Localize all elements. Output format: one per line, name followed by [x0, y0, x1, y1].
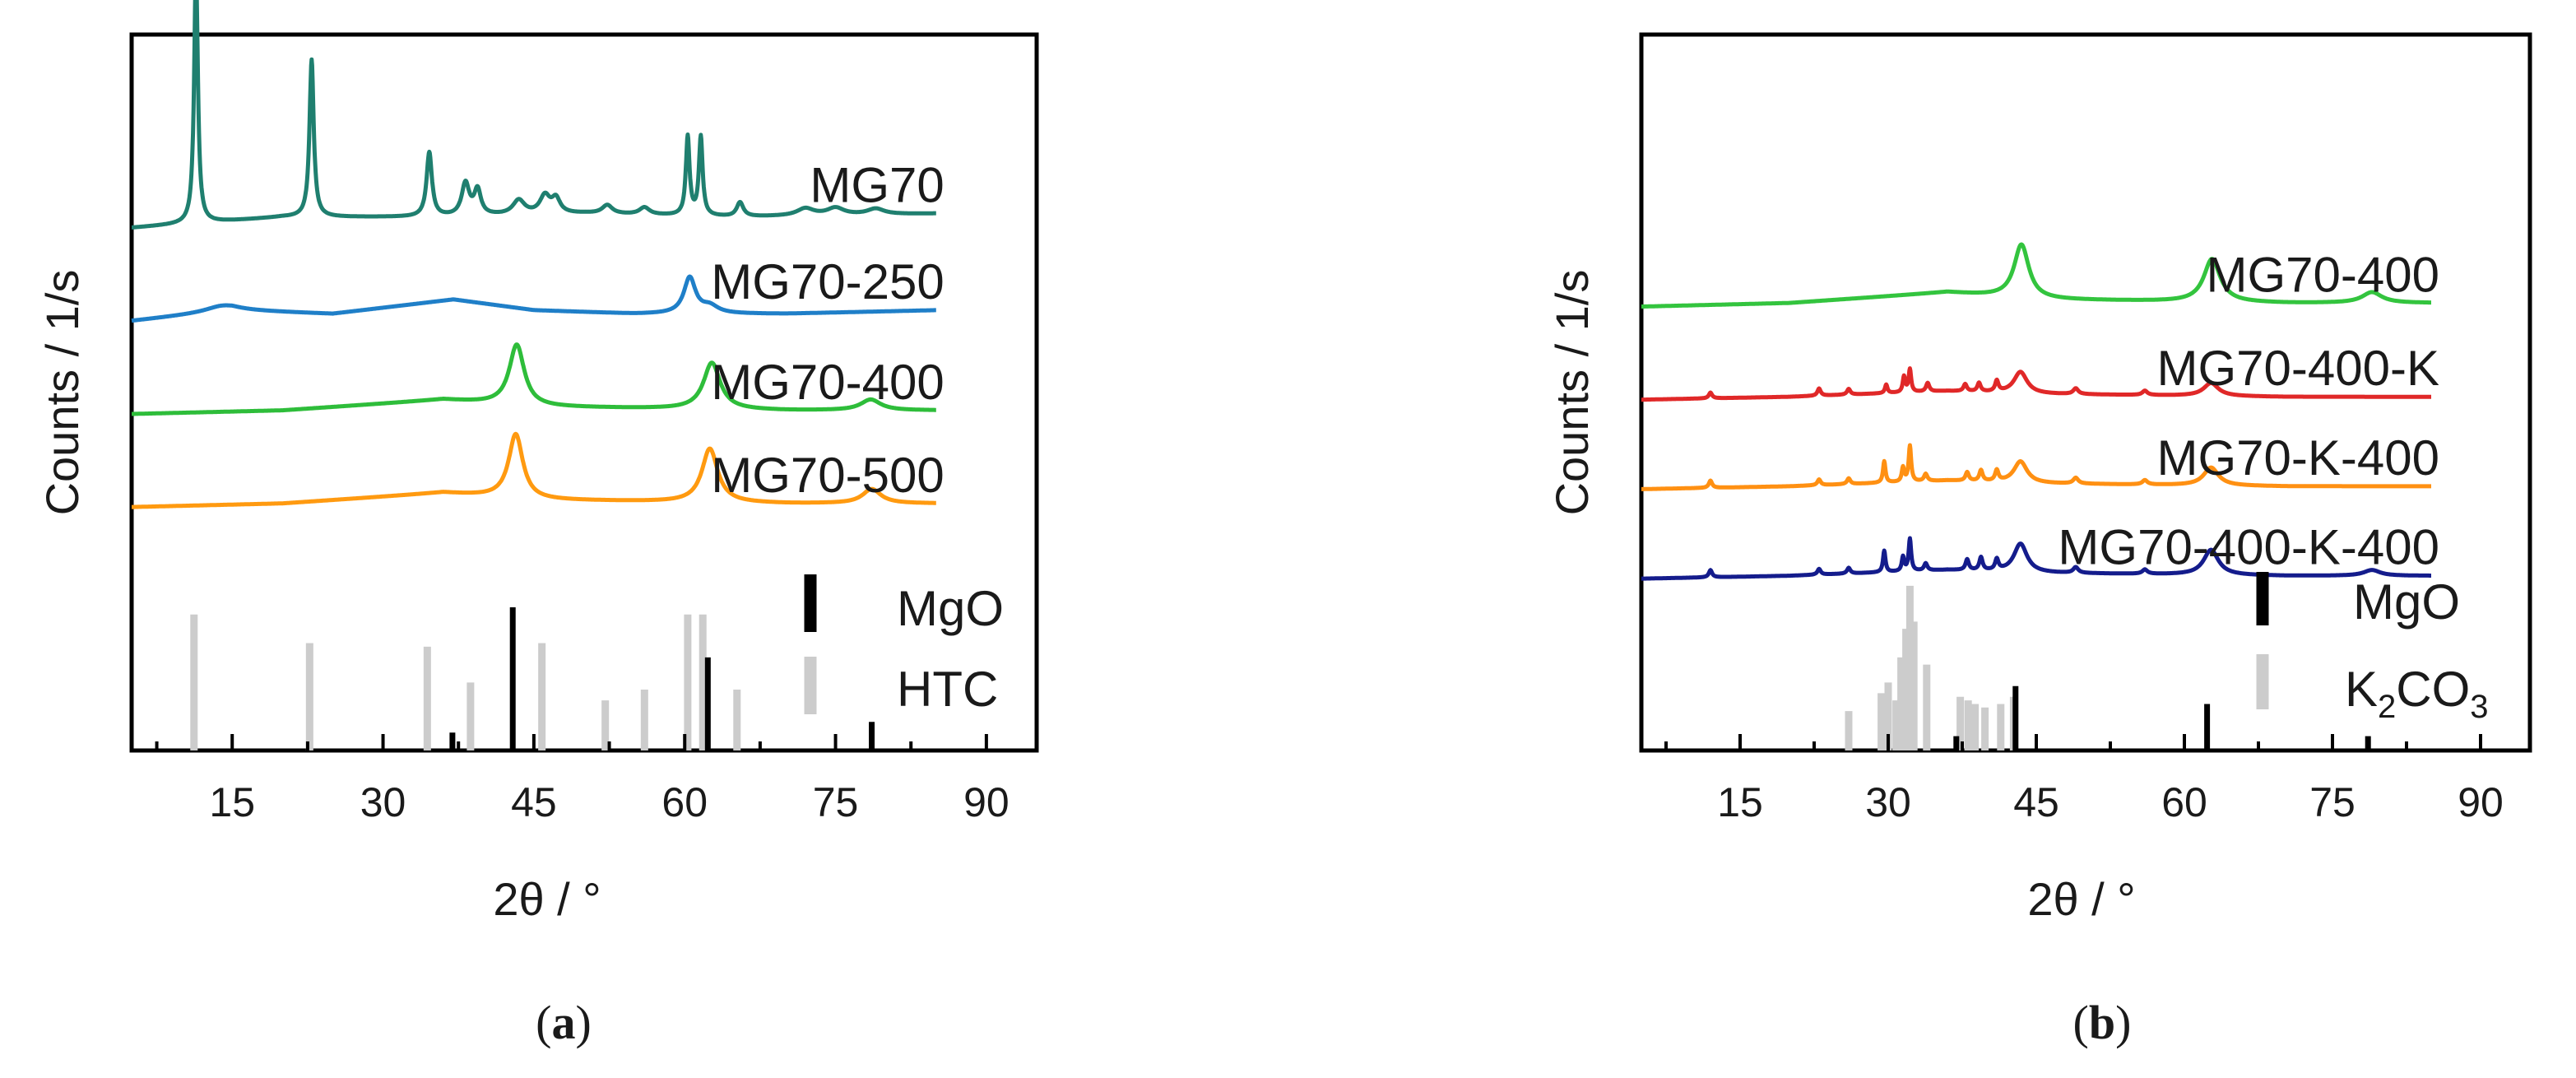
series-label-mg70-500: MG70-500 — [711, 448, 944, 503]
legend-label-mgo: MgO — [2353, 574, 2460, 630]
x-tick-label: 60 — [2161, 779, 2207, 825]
reference-patterns — [1845, 585, 2371, 750]
x-tick-label: 15 — [209, 779, 255, 825]
legend-k2co3-part1: K — [2345, 662, 2378, 717]
x-tick-label: 45 — [511, 779, 557, 825]
series-label-mg70-400: MG70-400 — [711, 355, 944, 410]
x-tick-label: 90 — [963, 779, 1010, 825]
legend-label-k2co3: K2CO3 — [2345, 662, 2489, 725]
x-tick-label: 30 — [360, 779, 406, 825]
legend-k2co3-sub1: 2 — [2378, 689, 2396, 725]
legend-k2co3-part2: CO — [2396, 662, 2470, 717]
panel-letter-b: b — [2089, 996, 2115, 1049]
legend: MgO HTC — [804, 574, 1004, 717]
panel-b: MG70-400 MG70-400-K MG70-K-400 MG70-400-K-4… — [1546, 32, 2532, 1049]
x-tick-label: 90 — [2458, 779, 2504, 825]
x-axis-label: 2θ / ° — [2027, 873, 2135, 925]
series-label-mg70-400-k-400: MG70-400-K-400 — [2058, 520, 2439, 575]
series-line-mg70-400 — [1640, 242, 2433, 309]
series-group: MG70-400 MG70-400-K MG70-K-400 MG70-400-K-4… — [1640, 242, 2439, 581]
plot-frame — [129, 32, 1039, 753]
reference-patterns — [190, 607, 875, 750]
series-group: MG70 MG70-250 MG70-400 MG70-500 — [130, 0, 945, 509]
x-axis-label: 2θ / ° — [493, 873, 601, 925]
series-line-mg70 — [130, 0, 938, 230]
series-line-mg70-250 — [130, 274, 938, 323]
panel-caption-b: (b) — [2073, 996, 2132, 1049]
x-axis-ticks: 15 30 45 60 75 90 — [1664, 734, 2504, 825]
x-tick-label: 75 — [813, 779, 859, 825]
series-label-mg70: MG70 — [810, 158, 944, 213]
legend-k2co3-sub2: 3 — [2470, 689, 2488, 725]
series-label-mg70-250: MG70-250 — [711, 254, 944, 309]
legend-label-htc: HTC — [897, 662, 998, 717]
plot-frame — [1639, 32, 2532, 753]
series-line-mg70-400-k-400 — [1640, 536, 2433, 581]
panel-caption-a: (a) — [536, 996, 592, 1049]
legend-label-mgo: MgO — [897, 581, 1004, 636]
series-line-mg70-k-400 — [1640, 443, 2433, 491]
x-tick-label: 30 — [1865, 779, 1911, 825]
series-label-mg70-400-k: MG70-400-K — [2157, 341, 2439, 396]
series-line-mg70-400 — [130, 342, 938, 416]
series-line-mg70-500 — [130, 431, 938, 509]
series-line-mg70-400-k — [1640, 366, 2433, 402]
x-tick-label: 45 — [2013, 779, 2059, 825]
y-axis-label: Counts / 1/s — [36, 270, 88, 516]
series-label-mg70-400: MG70-400 — [2207, 247, 2439, 302]
series-label-mg70-k-400: MG70-K-400 — [2157, 430, 2439, 486]
x-axis-ticks: 15 30 45 60 75 90 — [155, 734, 1010, 825]
x-tick-label: 15 — [1717, 779, 1763, 825]
panel-letter-a: a — [552, 996, 576, 1049]
x-tick-label: 60 — [661, 779, 708, 825]
y-axis-label: Counts / 1/s — [1546, 270, 1598, 516]
panel-a: MG70 MG70-250 MG70-400 MG70-500 15 30 45 60 75 9… — [36, 0, 1039, 1049]
x-tick-label: 75 — [2309, 779, 2356, 825]
legend: MgO K2CO3 — [2256, 572, 2489, 725]
